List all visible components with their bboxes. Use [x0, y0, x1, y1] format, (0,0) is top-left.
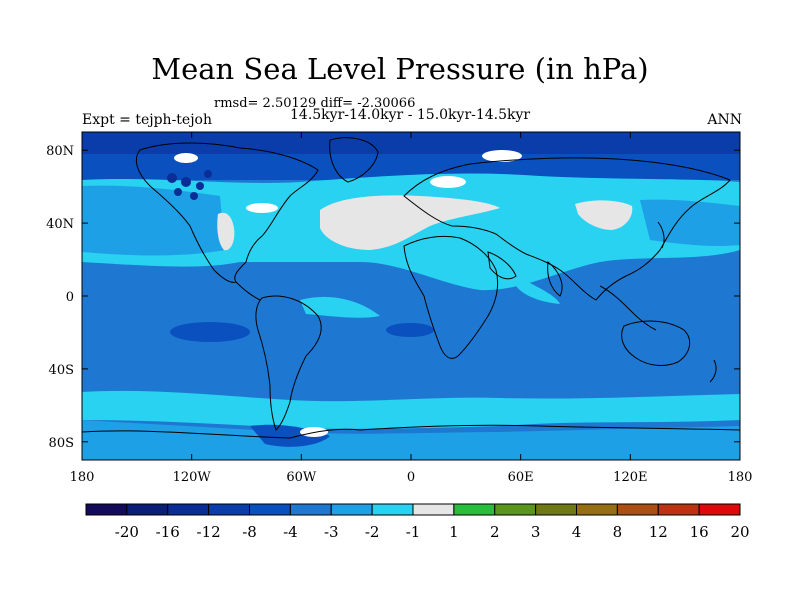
north-america-outline — [135, 142, 319, 283]
north-atlantic-grey — [320, 195, 500, 250]
lon-tick-label: 120E — [613, 470, 647, 485]
colorbar-swatch — [289, 503, 332, 516]
colorbar-label: -8 — [242, 523, 257, 541]
japan-outline — [657, 221, 665, 249]
colorbar-label: 4 — [572, 523, 582, 541]
season-label: ANN — [707, 112, 742, 128]
pressure-field — [82, 132, 740, 460]
colorbar-swatch — [85, 503, 128, 516]
asia-grey — [575, 200, 633, 230]
scandinavia-white-patch — [430, 176, 466, 188]
colorbar-swatch — [249, 503, 291, 516]
antarctic-mid — [82, 420, 740, 460]
central-america-outline — [235, 281, 261, 301]
colorbar-label: -3 — [324, 523, 339, 541]
greenland-white-patch — [246, 203, 278, 213]
period-line: 14.5kyr-14.0kyr - 15.0kyr-14.5kyr — [290, 107, 531, 123]
lat-tick-label: 40N — [46, 217, 74, 232]
colorbar-swatch — [657, 503, 700, 516]
lon-tick-label: 60W — [286, 470, 317, 485]
colorbar-swatch — [412, 503, 455, 516]
colorbar-label: -4 — [283, 523, 298, 541]
north-pacific-east-mid — [640, 199, 740, 247]
south-america-outline — [255, 295, 322, 431]
colorbar-label: -2 — [365, 523, 380, 541]
antarctic-white-patch — [300, 427, 328, 437]
colorbar-swatch — [576, 503, 618, 516]
tropical-dark-atlantic — [386, 323, 434, 337]
colorbar-swatch — [167, 503, 210, 516]
colorbar-swatch — [453, 503, 496, 516]
arctic-white-patch — [482, 150, 522, 162]
lat-tick-label: 40S — [49, 363, 74, 378]
lat-tick-label: 80S — [49, 436, 74, 451]
new-zealand-outline — [709, 359, 717, 383]
australia-outline — [621, 320, 691, 366]
hudson-deep-blobs — [167, 170, 212, 200]
colorbar: -20 -16 -12 -8 -4 -3 -2 -1 1 2 3 4 8 12 16 20 — [85, 503, 750, 541]
stats-line: rmsd= 2.50129 diff= -2.30066 — [214, 96, 416, 111]
plot-title: Mean Sea Level Pressure (in hPa) — [151, 52, 649, 86]
indian-cyan-tongue — [516, 278, 560, 304]
eurasia-outline — [403, 157, 731, 301]
tropical-dark-pacific — [170, 322, 250, 342]
southern-ocean-cyan — [82, 390, 740, 429]
colorbar-label: 16 — [690, 523, 709, 541]
atlantic-cyan-tongue — [300, 296, 380, 318]
colorbar-swatch — [535, 503, 577, 516]
north-pacific-mid — [82, 185, 225, 256]
colorbar-swatch — [698, 503, 741, 516]
lon-tick-label: 180 — [728, 470, 753, 485]
colorbar-swatch — [616, 503, 659, 516]
colorbar-label: 8 — [613, 523, 623, 541]
colorbar-label: -16 — [156, 523, 180, 541]
lat-tick-label: 0 — [66, 290, 74, 305]
greenland-outline — [329, 137, 379, 183]
colorbar-label: 12 — [649, 523, 668, 541]
lon-tick-label: 60E — [508, 470, 534, 485]
canada-white-patch — [174, 153, 198, 163]
india-outline — [547, 261, 563, 297]
antarctica-outline — [82, 424, 740, 439]
colorbar-swatch — [494, 503, 537, 516]
colorbar-label: 1 — [449, 523, 459, 541]
north-america-grey — [217, 212, 235, 251]
colorbar-label: 2 — [490, 523, 500, 541]
colorbar-swatch — [371, 503, 414, 516]
lon-tick-label: 120W — [173, 470, 212, 485]
lon-tick-label: 0 — [407, 470, 415, 485]
lat-tick-label: 80N — [46, 144, 74, 159]
experiment-label: Expt = tejph-tejoh — [82, 112, 212, 128]
colorbar-swatch — [208, 503, 250, 516]
colorbar-label: -20 — [115, 523, 139, 541]
southeast-asia-outline — [599, 285, 657, 331]
colorbar-label: 20 — [730, 523, 749, 541]
colorbar-swatch — [126, 503, 169, 516]
colorbar-label: 3 — [531, 523, 541, 541]
longitude-axis: 180 120W 60W 0 60E 120E 180 — [70, 132, 753, 485]
latitude-axis: 80N 40N 0 40S 80S — [46, 144, 740, 451]
colorbar-label: -1 — [406, 523, 421, 541]
colorbar-label: -12 — [197, 523, 221, 541]
lon-tick-label: 180 — [70, 470, 95, 485]
colorbar-swatch — [330, 503, 373, 516]
africa-outline — [403, 235, 499, 359]
coastlines — [82, 137, 740, 439]
arabia-outline — [487, 251, 517, 280]
